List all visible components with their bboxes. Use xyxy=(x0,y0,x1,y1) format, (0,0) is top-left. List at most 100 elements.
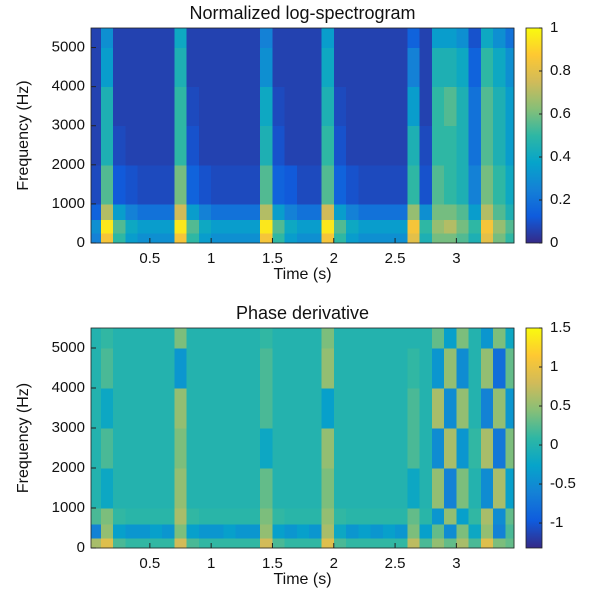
x-tick-label: 0.5 xyxy=(139,555,160,572)
heatmap-cell xyxy=(223,524,237,539)
heatmap-cell xyxy=(346,524,359,539)
heatmap-cell xyxy=(174,468,188,509)
heatmap-cell xyxy=(149,328,163,349)
heatmap-cell xyxy=(493,233,506,244)
heatmap-cell xyxy=(91,203,102,221)
heatmap-cell xyxy=(211,203,224,221)
heatmap-cell xyxy=(333,203,347,221)
heatmap-cell xyxy=(431,428,445,469)
heatmap-cell xyxy=(149,348,163,389)
heatmap-cell xyxy=(149,86,163,127)
y-tick-label: 5000 xyxy=(52,339,85,356)
heatmap-cell xyxy=(456,348,470,389)
heatmap-cell xyxy=(468,524,482,539)
heatmap-cell xyxy=(198,328,212,349)
heatmap-cell xyxy=(272,524,286,539)
heatmap-cell xyxy=(309,203,323,221)
heatmap-cell xyxy=(125,538,139,549)
heatmap-cell xyxy=(125,348,139,389)
heatmap-cell xyxy=(125,164,139,205)
heatmap-cell xyxy=(223,233,237,244)
x-tick-label: 3 xyxy=(452,555,460,572)
heatmap-cell xyxy=(321,468,335,509)
heatmap-cell xyxy=(100,47,114,88)
heatmap-cell xyxy=(296,328,310,349)
heatmap-cell xyxy=(272,468,286,509)
heatmap-cell xyxy=(211,508,224,525)
heatmap-cell xyxy=(174,86,188,127)
heatmap-cell xyxy=(382,203,396,221)
heatmap-cell xyxy=(468,388,482,429)
colorbar-tick-label: 0 xyxy=(550,234,558,251)
colorbar-tick-label: -1 xyxy=(550,514,563,531)
heatmap-cell xyxy=(456,328,470,349)
heatmap-cell xyxy=(125,47,139,88)
heatmap-cell xyxy=(382,328,396,349)
heatmap-cell xyxy=(100,86,114,127)
heatmap-cell xyxy=(113,28,126,49)
heatmap-cell xyxy=(395,524,408,539)
heatmap-cell xyxy=(431,538,445,549)
heatmap-cell xyxy=(186,388,200,429)
heatmap-cell xyxy=(100,219,114,234)
x-axis-label: Time (s) xyxy=(273,571,331,588)
heatmap-cell xyxy=(284,233,298,244)
heatmap-cell xyxy=(137,164,151,205)
colorbar-tick-label: 1.5 xyxy=(550,319,571,336)
heatmap-cell xyxy=(247,524,261,539)
heatmap-cell xyxy=(333,86,347,127)
heatmap-cell xyxy=(321,47,335,88)
heatmap-cell xyxy=(480,233,494,244)
heatmap-cell xyxy=(419,328,433,349)
heatmap-cell xyxy=(321,86,335,127)
heatmap-cell xyxy=(91,348,102,389)
heatmap-cell xyxy=(407,428,421,469)
heatmap-cell xyxy=(309,508,323,525)
heatmap-cell xyxy=(174,538,188,549)
heatmap-cell xyxy=(174,164,188,205)
heatmap-cell xyxy=(333,328,347,349)
heatmap-cell xyxy=(419,125,433,166)
heatmap-cell xyxy=(395,47,408,88)
heatmap-cell xyxy=(272,28,286,49)
heatmap-cell xyxy=(456,524,470,539)
heatmap-cell xyxy=(370,524,384,539)
heatmap-cell xyxy=(260,508,273,525)
heatmap-cell xyxy=(480,164,494,205)
heatmap-cell xyxy=(309,328,323,349)
heatmap-cell xyxy=(505,233,515,244)
heatmap-cell xyxy=(296,28,310,49)
heatmap-cell xyxy=(431,508,445,525)
heatmap-cell xyxy=(211,538,224,549)
heatmap-cell xyxy=(260,125,273,166)
heatmap-cell xyxy=(309,28,323,49)
heatmap-cell xyxy=(247,508,261,525)
heatmap-cell xyxy=(284,47,298,88)
x-tick-label: 1 xyxy=(207,250,215,267)
heatmap-cell xyxy=(296,508,310,525)
heatmap-cell xyxy=(91,125,102,166)
heatmap-cell xyxy=(407,468,421,509)
heatmap-cell xyxy=(333,219,347,234)
heatmap-cell xyxy=(162,328,175,349)
heatmap-cell xyxy=(444,219,457,234)
heatmap-cell xyxy=(149,219,163,234)
heatmap-cell xyxy=(407,203,421,221)
heatmap-cell xyxy=(296,428,310,469)
heatmap-cell xyxy=(125,233,139,244)
heatmap-cell xyxy=(162,125,175,166)
heatmap-cell xyxy=(370,468,384,509)
heatmap-cell xyxy=(370,428,384,469)
y-tick-label: 1000 xyxy=(52,195,85,212)
heatmap-cell xyxy=(382,86,396,127)
x-tick-label: 2 xyxy=(330,555,338,572)
heatmap-cell xyxy=(333,428,347,469)
heatmap-cell xyxy=(431,524,445,539)
colorbar-tick-label: 0.8 xyxy=(550,62,571,79)
heatmap-cell xyxy=(358,86,372,127)
heatmap-cell xyxy=(468,28,482,49)
heatmap-cell xyxy=(395,538,408,549)
heatmap-cell xyxy=(272,348,286,389)
heatmap-cell xyxy=(395,468,408,509)
heatmap-cell xyxy=(358,47,372,88)
